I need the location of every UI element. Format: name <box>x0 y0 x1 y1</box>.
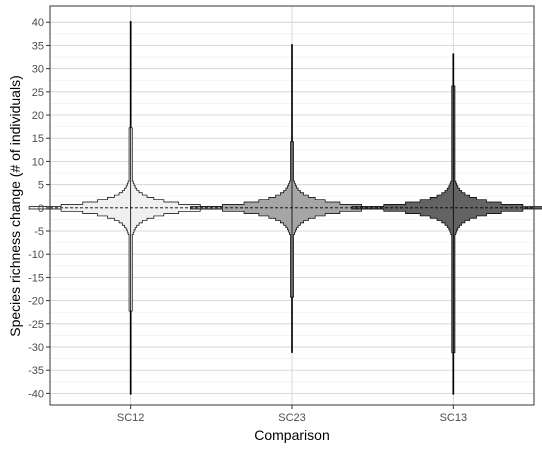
y-tick-label: 0 <box>38 203 44 215</box>
y-tick-label: -35 <box>28 365 44 377</box>
y-tick-label: -15 <box>28 272 44 284</box>
y-axis: -40 -35 -30 -25 -20 -15 -10 -5 0 5 10 15 20 25 30 35 40 <box>28 17 50 400</box>
y-axis-title: Species richness change (# of individual… <box>7 75 23 336</box>
y-tick-label: 10 <box>32 156 44 168</box>
y-tick-label: 15 <box>32 133 44 145</box>
y-tick-label: 20 <box>32 110 44 122</box>
y-tick-label: -10 <box>28 249 44 261</box>
y-tick-label: -25 <box>28 319 44 331</box>
x-tick-label: SC23 <box>278 412 306 424</box>
x-axis: SC12 SC23 SC13 <box>117 405 467 424</box>
y-tick-label: -40 <box>28 388 44 400</box>
y-tick-label: 40 <box>32 17 44 29</box>
y-tick-label: -5 <box>34 226 44 238</box>
y-tick-label: -30 <box>28 342 44 354</box>
y-tick-label: 35 <box>32 40 44 52</box>
y-tick-label: 5 <box>38 180 44 192</box>
violins <box>28 20 542 395</box>
x-tick-label: SC12 <box>117 412 145 424</box>
y-tick-label: 25 <box>32 87 44 99</box>
x-axis-title: Comparison <box>254 427 329 443</box>
y-tick-label: 30 <box>32 64 44 76</box>
x-tick-label: SC13 <box>440 412 468 424</box>
y-tick-label: -20 <box>28 296 44 308</box>
